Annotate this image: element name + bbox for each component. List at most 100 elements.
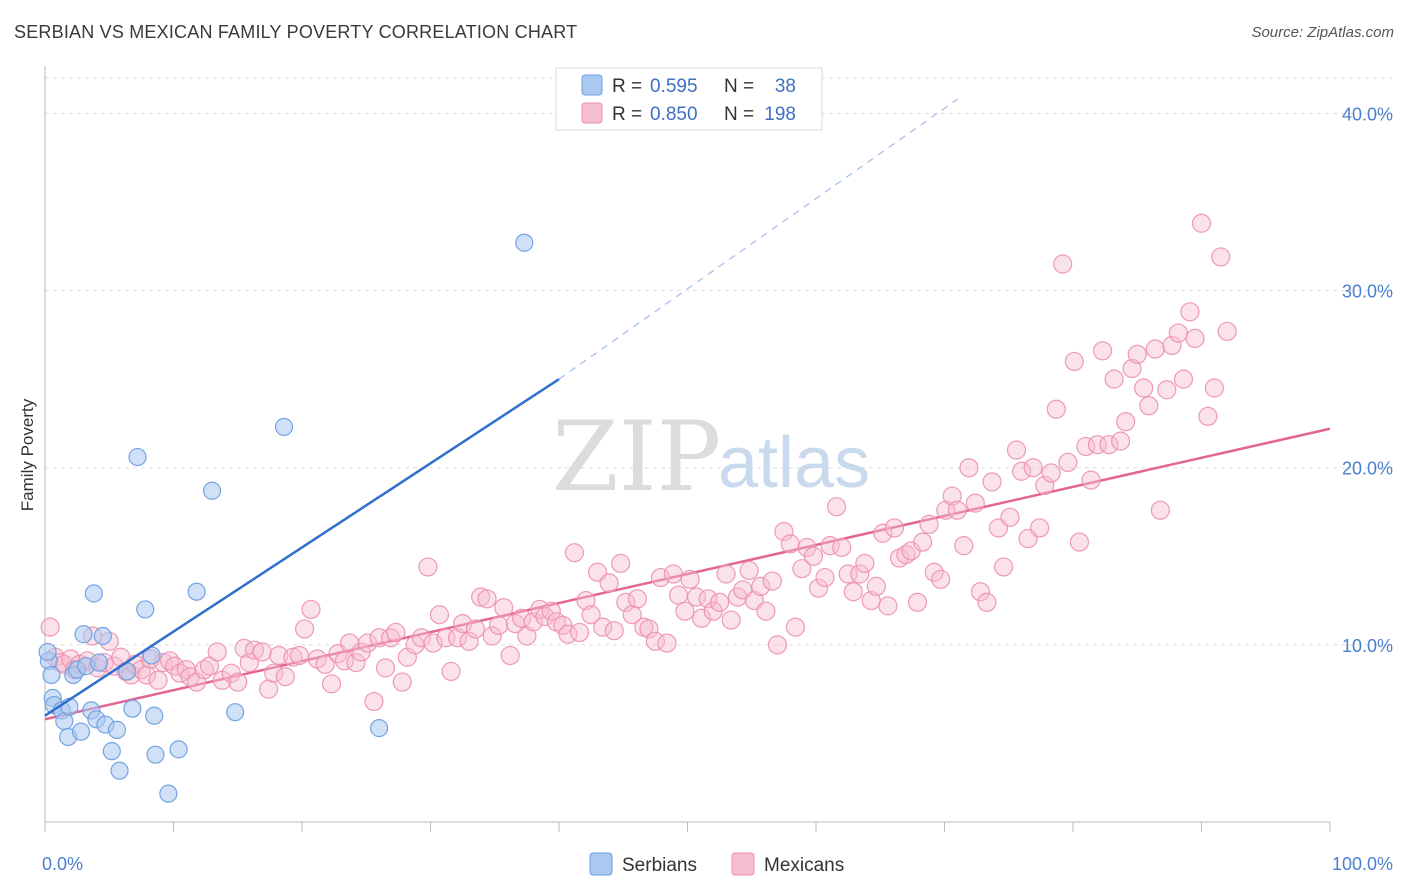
point-serbians-17 bbox=[93, 626, 112, 646]
point-mexicans-121 bbox=[751, 576, 771, 597]
point-serbians-30 bbox=[169, 740, 188, 759]
point-mexicans-100 bbox=[627, 589, 647, 609]
point-mexicans-42 bbox=[283, 647, 303, 667]
point-mexicans-96 bbox=[604, 621, 624, 641]
bottom-legend-label-serbians: Serbians bbox=[622, 855, 697, 876]
point-mexicans-94 bbox=[593, 617, 613, 637]
point-mexicans-75 bbox=[482, 626, 502, 646]
legend-n-value-1: 38 bbox=[775, 76, 796, 97]
legend-n-label-2: N = bbox=[724, 104, 754, 125]
point-mexicans-198 bbox=[1198, 406, 1218, 426]
point-serbians-27 bbox=[145, 706, 164, 725]
x-tick-labels: 0.0% 100.0% bbox=[42, 854, 1393, 874]
point-serbians-16 bbox=[89, 653, 109, 672]
point-mexicans-173 bbox=[1053, 254, 1073, 274]
watermark: ZIP atlas bbox=[552, 401, 870, 513]
point-mexicans-0 bbox=[40, 617, 60, 637]
point-mexicans-153 bbox=[936, 500, 956, 520]
watermark-atlas: atlas bbox=[718, 423, 870, 503]
point-mexicans-189 bbox=[1145, 339, 1165, 359]
point-mexicans-69 bbox=[447, 628, 468, 648]
point-serbians-20 bbox=[107, 720, 127, 739]
point-serbians-10 bbox=[71, 722, 91, 741]
point-serbians-1 bbox=[42, 665, 61, 685]
trend-mexicans bbox=[44, 427, 1331, 721]
point-mexicans-146 bbox=[896, 544, 916, 565]
point-mexicans-57 bbox=[375, 658, 396, 678]
point-mexicans-108 bbox=[675, 601, 695, 621]
point-mexicans-144 bbox=[884, 518, 904, 538]
point-serbians-37 bbox=[38, 642, 57, 662]
point-mexicans-39 bbox=[264, 663, 284, 683]
point-mexicans-157 bbox=[959, 458, 979, 478]
point-mexicans-195 bbox=[1180, 302, 1200, 322]
point-serbians-19 bbox=[102, 742, 121, 761]
point-mexicans-190 bbox=[1150, 500, 1170, 520]
y-tick-label-2: 30.0% bbox=[1342, 282, 1393, 302]
point-mexicans-155 bbox=[947, 500, 967, 520]
point-mexicans-22 bbox=[160, 651, 180, 671]
point-mexicans-199 bbox=[1204, 378, 1224, 398]
point-mexicans-176 bbox=[1069, 532, 1090, 552]
y-axis-label: Family Poverty bbox=[18, 398, 37, 511]
point-mexicans-201 bbox=[1217, 321, 1237, 341]
point-mexicans-116 bbox=[721, 610, 741, 630]
point-mexicans-89 bbox=[564, 543, 585, 563]
point-serbians-11 bbox=[74, 625, 93, 644]
point-mexicans-185 bbox=[1122, 358, 1142, 379]
point-mexicans-192 bbox=[1162, 335, 1182, 356]
point-mexicans-158 bbox=[965, 493, 985, 513]
legend-r-value-1: 0.595 bbox=[650, 76, 698, 97]
point-mexicans-134 bbox=[826, 497, 847, 517]
point-serbians-21 bbox=[110, 761, 129, 780]
point-mexicans-60 bbox=[392, 672, 412, 692]
y-tick-label-0: 10.0% bbox=[1342, 636, 1393, 656]
point-mexicans-35 bbox=[239, 652, 259, 673]
source-credit: Source: ZipAtlas.com bbox=[1251, 24, 1394, 41]
point-mexicans-186 bbox=[1127, 344, 1147, 364]
point-mexicans-184 bbox=[1116, 412, 1136, 432]
point-mexicans-68 bbox=[441, 661, 461, 682]
point-mexicans-90 bbox=[569, 622, 590, 643]
point-mexicans-179 bbox=[1087, 435, 1108, 455]
point-serbians-31 bbox=[187, 582, 206, 601]
point-mexicans-159 bbox=[970, 582, 991, 602]
point-mexicans-38 bbox=[258, 679, 279, 699]
point-mexicans-181 bbox=[1099, 435, 1119, 455]
bottom-legend-swatch-mexicans bbox=[731, 852, 755, 876]
point-mexicans-191 bbox=[1157, 380, 1177, 400]
point-mexicans-187 bbox=[1134, 378, 1154, 398]
point-mexicans-149 bbox=[913, 532, 933, 552]
series-mexicans bbox=[40, 213, 1237, 712]
point-serbians-24 bbox=[128, 447, 147, 467]
legend-r-label-2: R = bbox=[612, 104, 642, 125]
point-mexicans-200 bbox=[1211, 247, 1231, 267]
point-mexicans-70 bbox=[453, 613, 473, 634]
legend-r-value-2: 0.850 bbox=[650, 104, 698, 125]
point-mexicans-138 bbox=[850, 564, 870, 584]
point-serbians-25 bbox=[136, 600, 155, 619]
legend-swatch-mexicans bbox=[581, 102, 603, 124]
point-mexicans-166 bbox=[1011, 461, 1032, 481]
point-serbians-32 bbox=[202, 481, 222, 500]
point-mexicans-131 bbox=[808, 578, 829, 598]
point-mexicans-47 bbox=[315, 654, 335, 674]
watermark-zip: ZIP bbox=[552, 401, 721, 513]
point-mexicans-170 bbox=[1035, 475, 1055, 496]
x-tick-label-0: 0.0% bbox=[42, 854, 83, 874]
point-mexicans-18 bbox=[136, 665, 157, 685]
point-mexicans-44 bbox=[294, 619, 315, 639]
legend-swatch-serbians bbox=[581, 74, 603, 96]
point-mexicans-82 bbox=[523, 612, 543, 632]
point-mexicans-48 bbox=[321, 674, 342, 694]
point-mexicans-104 bbox=[650, 567, 671, 588]
point-mexicans-161 bbox=[982, 472, 1002, 492]
point-serbians-35 bbox=[370, 719, 389, 738]
point-mexicans-122 bbox=[756, 601, 776, 621]
point-mexicans-37 bbox=[252, 642, 272, 662]
point-mexicans-160 bbox=[977, 592, 997, 612]
point-mexicans-87 bbox=[553, 615, 573, 635]
point-mexicans-84 bbox=[535, 606, 555, 627]
bottom-legend-label-mexicans: Mexicans bbox=[764, 855, 844, 876]
point-mexicans-67 bbox=[436, 628, 456, 648]
